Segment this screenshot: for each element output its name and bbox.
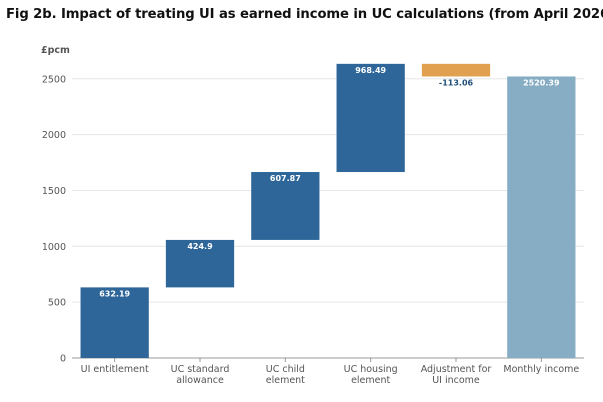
y-tick-label: 2000 xyxy=(42,130,66,141)
data-label: 424.9 xyxy=(187,242,213,251)
y-axis-unit-label: £pcm xyxy=(41,45,70,56)
data-label: 607.87 xyxy=(270,174,301,183)
x-tick-label: UC standard allowance xyxy=(171,364,230,386)
x-tick-label: Monthly income xyxy=(503,364,579,375)
y-tick-label: 0 xyxy=(60,354,66,365)
waterfall-bar xyxy=(507,76,576,358)
waterfall-bar xyxy=(80,287,149,358)
x-tick-label: UC housing element xyxy=(344,364,398,386)
data-label: 632.19 xyxy=(99,289,130,298)
chart-title: Fig 2b. Impact of treating UI as earned … xyxy=(6,7,603,22)
x-tick-label: UC child element xyxy=(266,364,305,386)
x-tick-label: Adjustment for UI income xyxy=(421,364,492,386)
waterfall-bar xyxy=(251,172,320,240)
x-tick-label: UI entitlement xyxy=(81,364,149,375)
y-tick-label: 2500 xyxy=(42,74,66,85)
y-tick-label: 1000 xyxy=(42,242,66,253)
waterfall-bar xyxy=(421,63,491,77)
data-label: -113.06 xyxy=(439,78,474,87)
y-tick-label: 1500 xyxy=(42,186,66,197)
data-label: 968.49 xyxy=(355,66,386,75)
data-label: 2520.39 xyxy=(523,78,560,87)
waterfall-bar xyxy=(336,63,405,173)
waterfall-bar xyxy=(165,239,235,288)
y-tick-label: 500 xyxy=(48,298,66,309)
